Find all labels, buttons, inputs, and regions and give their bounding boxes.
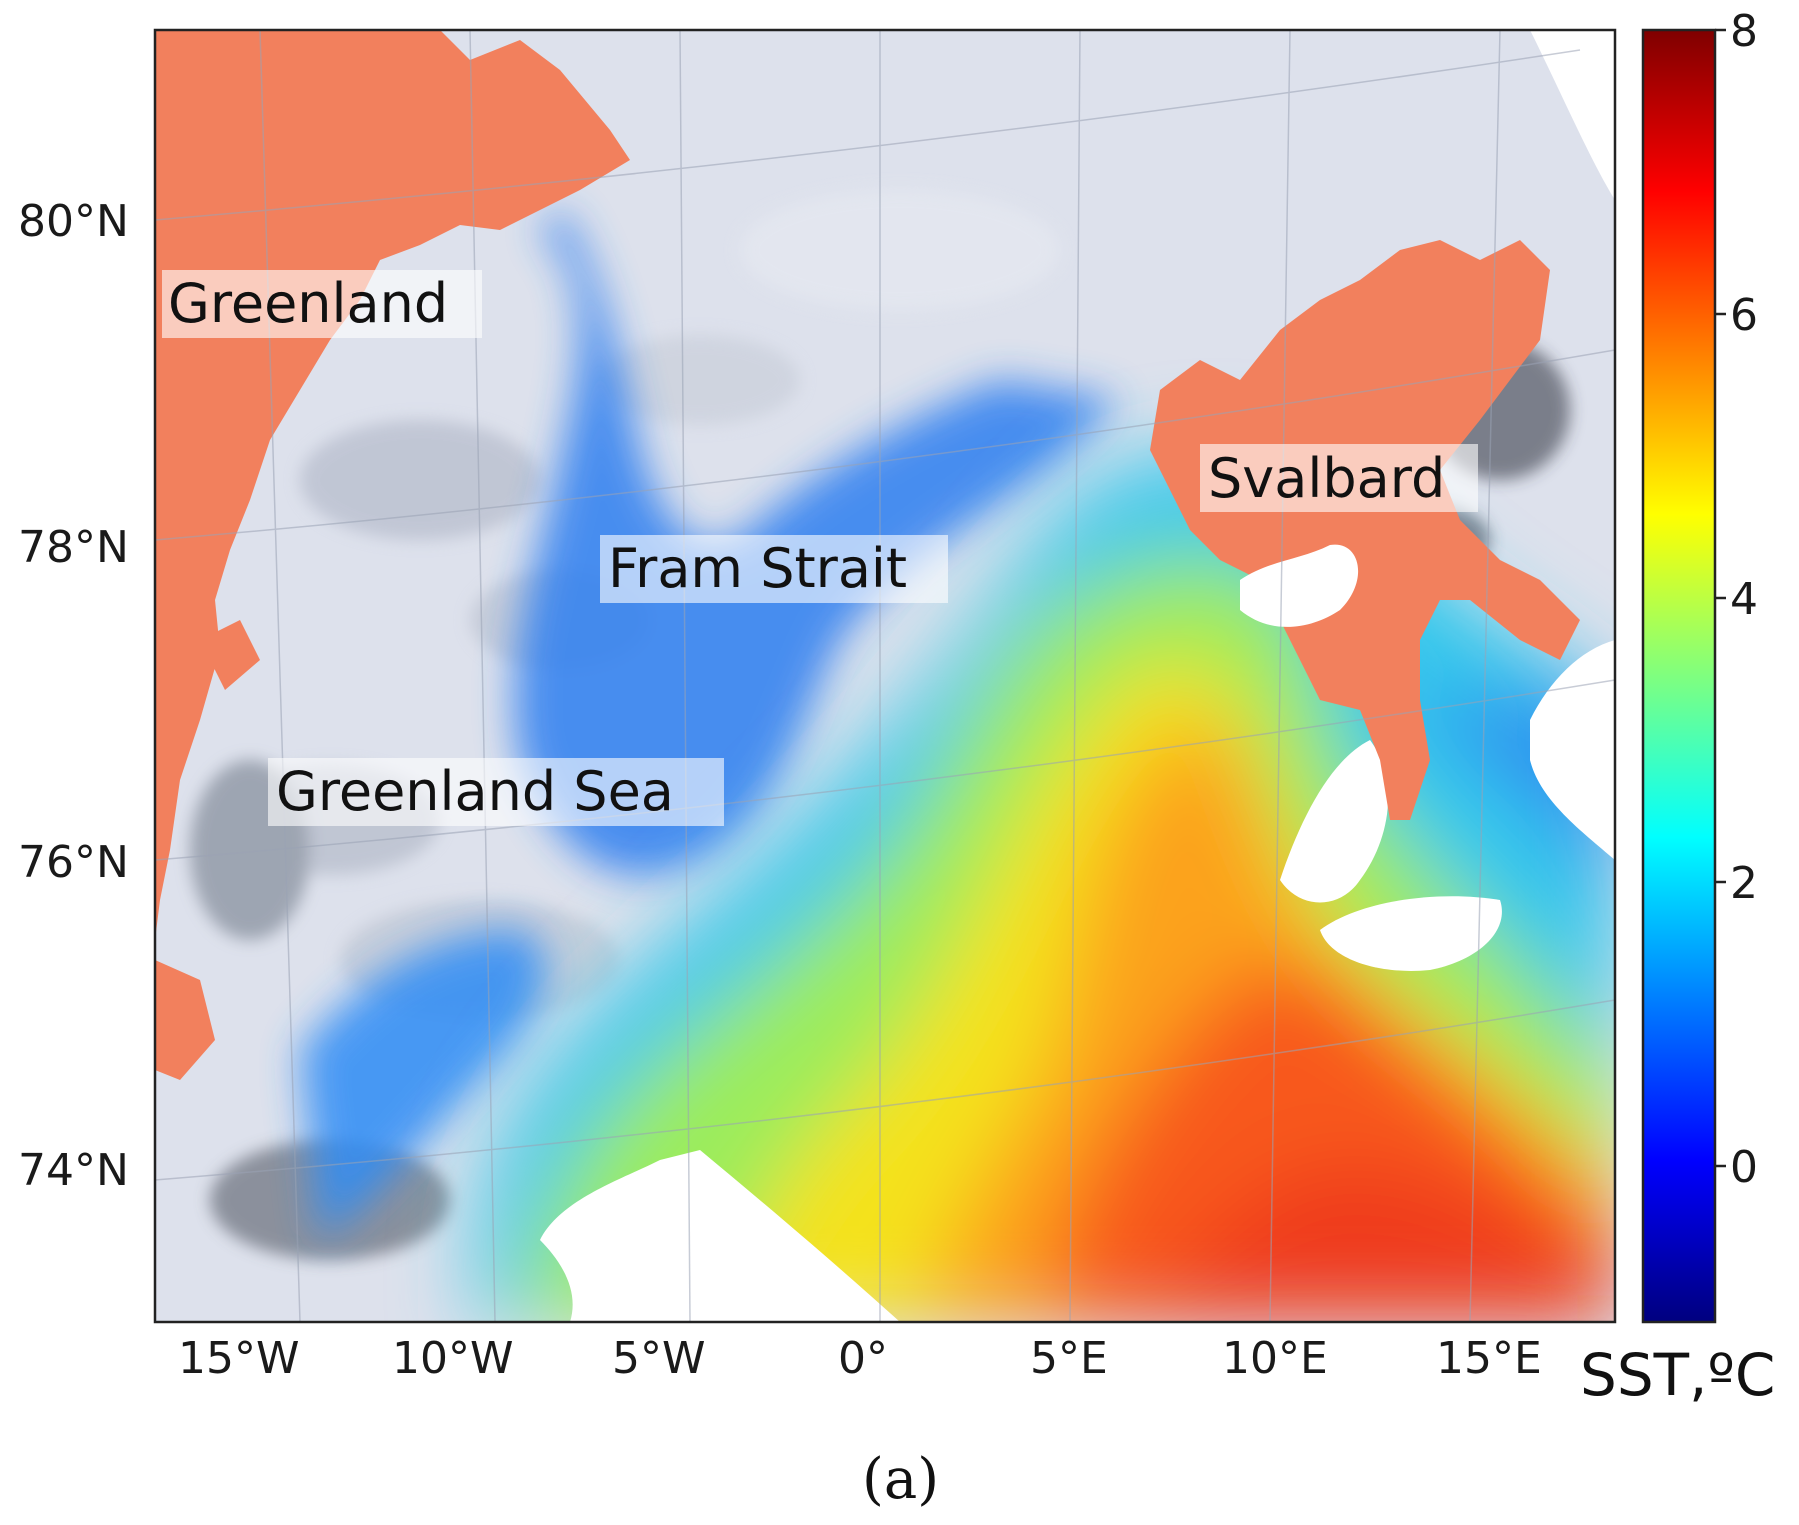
- colorbar-tick-label: 6: [1730, 290, 1758, 341]
- lat-tick-label: 76°N: [18, 837, 129, 888]
- colorbar-ticks: [1715, 28, 1726, 1168]
- colorbar-label: SST,ºC: [1580, 1341, 1775, 1409]
- no-data-areas: [540, 30, 1615, 1322]
- lon-tick-label: 5°E: [1030, 1333, 1108, 1384]
- svalbard-label: Svalbard: [1208, 447, 1445, 510]
- greenland-sea-label-box: [268, 758, 724, 826]
- graticule: [155, 30, 1615, 1322]
- svalbard-label-box: [1200, 444, 1478, 512]
- map-frame: [153, 28, 1617, 1324]
- colorbar: 8 6 4 2 0 SST,ºC: [1580, 6, 1775, 1409]
- lat-tick-label: 74°N: [18, 1145, 129, 1196]
- land-masses: [155, 30, 1580, 1080]
- lat-tick-label: 78°N: [18, 522, 129, 573]
- sst-field: [478, 451, 1615, 1322]
- svalbard-fjord: [1240, 544, 1359, 627]
- latitude-axis: 80°N 78°N 76°N 74°N: [18, 196, 129, 1196]
- place-labels: Greenland Fram Strait Greenland Sea Sval…: [162, 270, 1478, 826]
- panel-label: (a): [862, 1447, 939, 1512]
- greenland-coast-islands: [155, 620, 260, 1080]
- greenland-label-box: [162, 270, 482, 338]
- lon-tick-label: 15°W: [178, 1333, 300, 1384]
- longitude-axis: 15°W 10°W 5°W 0° 5°E 10°E 15°E: [178, 1333, 1542, 1384]
- colorbar-scale: [1641, 28, 1717, 1324]
- lat-tick-label: 80°N: [18, 196, 129, 247]
- fram-strait-label: Fram Strait: [608, 537, 907, 600]
- fram-strait-label-box: [600, 535, 948, 603]
- colorbar-tick-label: 0: [1730, 1142, 1758, 1193]
- colorbar-tick-label: 4: [1730, 574, 1758, 625]
- colorbar-tick-label: 8: [1730, 6, 1758, 57]
- lon-tick-label: 10°W: [392, 1333, 514, 1384]
- lon-tick-label: 5°W: [612, 1333, 706, 1384]
- greenland-sea-label: Greenland Sea: [276, 760, 674, 823]
- svalbard-land: [1150, 240, 1580, 820]
- lon-tick-label: 0°: [838, 1333, 888, 1384]
- greenland-land: [155, 30, 630, 940]
- colorbar-tick-label: 2: [1730, 858, 1758, 909]
- lon-tick-label: 15°E: [1436, 1333, 1542, 1384]
- lon-tick-label: 10°E: [1222, 1333, 1328, 1384]
- greenland-label: Greenland: [168, 272, 448, 335]
- map-panel: Greenland Fram Strait Greenland Sea Sval…: [155, 30, 1615, 1322]
